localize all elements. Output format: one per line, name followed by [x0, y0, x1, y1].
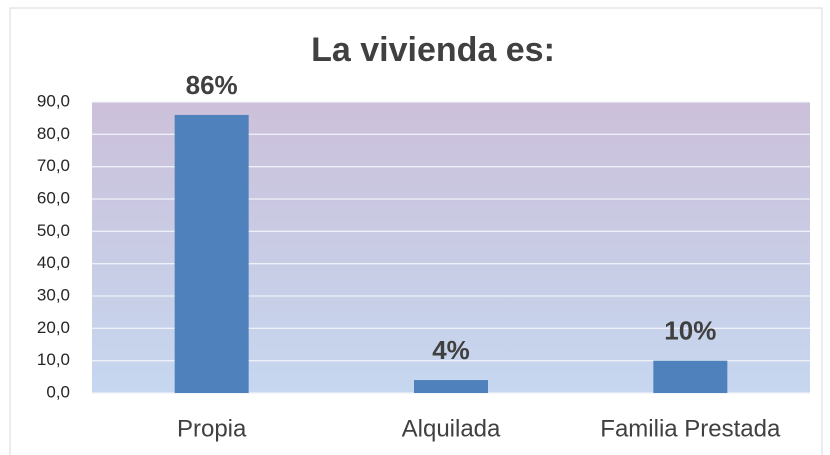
y-tick-label: 30,0 [37, 285, 70, 304]
y-tick-label: 0,0 [46, 382, 70, 401]
data-label: 4% [432, 335, 470, 365]
chart-title: La vivienda es: [311, 31, 555, 69]
y-tick-label: 80,0 [37, 124, 70, 143]
y-tick-label: 60,0 [37, 188, 70, 207]
y-tick-label: 20,0 [37, 318, 70, 337]
y-tick-label: 90,0 [37, 91, 70, 110]
y-tick-label: 70,0 [37, 156, 70, 175]
data-label: 10% [664, 316, 716, 346]
data-label: 86% [186, 70, 238, 100]
y-tick-label: 40,0 [37, 253, 70, 272]
bar [414, 380, 488, 393]
x-tick-label: Familia Prestada [600, 415, 781, 442]
y-tick-label: 10,0 [37, 350, 70, 369]
x-tick-label: Propia [177, 415, 247, 442]
y-tick-label: 50,0 [37, 221, 70, 240]
bar [653, 360, 728, 393]
bar [174, 114, 249, 393]
x-tick-label: Alquilada [402, 415, 501, 442]
